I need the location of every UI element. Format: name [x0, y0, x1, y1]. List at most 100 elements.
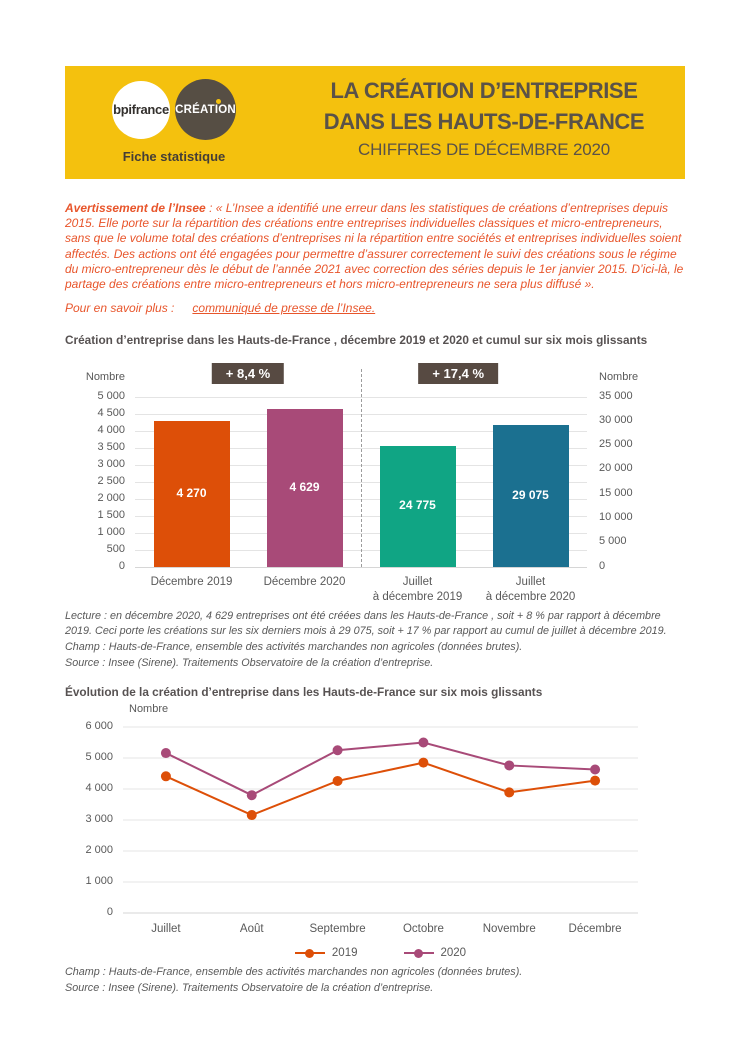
source-note: Source : Insee (Sirene). Traitements Obs…: [65, 982, 434, 995]
document-title-block: LA CRÉATION D’ENTREPRISE DANS LES HAUTS-…: [283, 66, 685, 179]
line-chart-ytick: 2 000: [85, 844, 113, 857]
bar-chart-left-tick: 2 000: [97, 491, 125, 504]
bar-chart-notes: Lecture : en décembre 2020, 4 629 entrep…: [65, 609, 685, 671]
line-chart-ytick: 0: [106, 906, 113, 919]
data-point-2020: [590, 764, 601, 775]
bar-chart-right-tick: 10 000: [599, 511, 633, 524]
line-chart-canvas: [123, 726, 638, 914]
legend-label: 2020: [440, 947, 467, 960]
line-chart-ytick: 4 000: [85, 782, 113, 795]
line-chart-xtick: Septembre: [309, 923, 366, 936]
legend-marker: [403, 948, 434, 958]
insee-notice-paragraph: Avertissement de l’Insee : « L’Insee a i…: [65, 201, 685, 292]
line-chart-xtick: Novembre: [482, 923, 536, 936]
bar-chart-title: Création d’entreprise dans les Hauts-de-…: [65, 332, 648, 347]
bar-category-label: Juillet à décembre 2019: [372, 575, 463, 604]
bar-chart-left-tick: 4 000: [97, 423, 125, 436]
bar-chart-left-tick: 5 000: [97, 389, 125, 402]
line-chart-ytick: 6 000: [85, 720, 113, 733]
creation-logo: CRÉATION: [175, 79, 236, 140]
bpifrance-logo-text: bpifrance: [113, 102, 169, 117]
document-subtitle: CHIFFRES DE DÉCEMBRE 2020: [358, 140, 610, 160]
champ-note: Champ : Hauts-de-France, ensemble des ac…: [65, 966, 523, 979]
bar-chart-left-tick: 3 500: [97, 440, 125, 453]
line-chart: 0 1 000 2 000 3 000 4 000 5 000 6 000 Nombre Jui…: [65, 703, 685, 963]
insee-press-release-link[interactable]: communiqué de presse de l’Insee.: [192, 301, 376, 316]
data-point-2019: [418, 757, 429, 768]
creation-logo-text: CRÉATION: [175, 103, 236, 116]
bar-chart-gridline: [135, 566, 587, 568]
more-info-label: Pour en savoir plus :: [65, 301, 175, 316]
legend-item-2019: 2019: [294, 947, 358, 960]
bar-chart-left-tick: 4 500: [97, 406, 125, 419]
bar-chart-right-tick: 25 000: [599, 438, 633, 451]
bar-chart-left-tick: 1 000: [97, 525, 125, 538]
line-chart-ytick: 3 000: [85, 813, 113, 826]
bar-category-label: Décembre 2020: [263, 575, 346, 588]
bar-chart-left-tick: 3 000: [97, 457, 125, 470]
legend-item-2020: 2020: [403, 947, 467, 960]
bar-2: [266, 409, 343, 567]
data-point-2019: [246, 810, 257, 821]
brand-block: bpifrance CRÉATION Fiche statistique: [65, 66, 283, 179]
line-chart-y-axis-label: Nombre: [129, 703, 169, 716]
bar-value-label: 4 629: [289, 479, 320, 494]
data-point-2020: [504, 760, 515, 771]
series-line-2019: [165, 761, 596, 817]
bar-chart-right-tick: 15 000: [599, 486, 633, 499]
document-page: bpifrance CRÉATION Fiche statistique LA …: [0, 66, 750, 1061]
bar-chart-right-tick: 35 000: [599, 389, 633, 402]
data-point-2020: [332, 745, 343, 756]
legend-label: 2019: [331, 947, 358, 960]
line-chart-xtick: Juillet: [151, 923, 181, 936]
insee-notice-separator: :: [205, 201, 216, 215]
bar-value-label: 29 075: [512, 488, 549, 503]
more-info-line: Pour en savoir plus : communiqué de press…: [65, 301, 685, 316]
data-point-2020: [418, 737, 429, 748]
bar-chart-right-tick: 5 000: [599, 535, 627, 548]
logo-row: bpifrance CRÉATION: [112, 79, 236, 140]
line-chart-legend: 2019 2020: [123, 947, 638, 959]
document-title-line2: DANS LES HAUTS-DE-FRANCE: [323, 109, 645, 135]
insee-notice-label: Avertissement de l’Insee: [65, 201, 206, 215]
bar-chart-right-axis-label: Nombre: [599, 370, 639, 383]
bar-chart-change-badge: + 8,4 %: [211, 362, 285, 384]
data-point-2020: [246, 790, 257, 801]
line-chart-ytick: 1 000: [85, 875, 113, 888]
data-point-2019: [160, 771, 171, 782]
data-point-2019: [332, 776, 343, 787]
bar-chart-left-tick: 2 500: [97, 474, 125, 487]
data-point-2019: [504, 787, 515, 798]
line-chart-title: Évolution de la création d’entreprise da…: [65, 685, 543, 700]
lecture-note: Lecture : en décembre 2020, 4 629 entrep…: [65, 609, 667, 637]
legend-marker-dot: [413, 948, 423, 958]
bar-chart-left-axis-label: Nombre: [85, 370, 125, 383]
bar-chart-left-tick: 0: [118, 559, 125, 572]
data-point-2020: [160, 748, 171, 759]
bar-3: [379, 446, 456, 567]
line-chart-xtick: Décembre: [568, 923, 622, 936]
bar-chart-left-tick: 500: [106, 542, 125, 555]
bar-chart: 0 500 1 000 1 500 2 000 2 500 3 000 3 500 4 000 4…: [65, 353, 685, 607]
bar-chart-change-badge: + 17,4 %: [418, 362, 499, 384]
bar-category-label: Décembre 2019: [150, 575, 233, 588]
bar-chart-right-tick: 20 000: [599, 462, 633, 475]
bar-category-label: Juillet à décembre 2020: [485, 575, 576, 604]
bar-chart-group-divider: [361, 368, 362, 567]
bpifrance-logo: bpifrance: [112, 80, 170, 139]
legend-marker-dot: [304, 948, 314, 958]
document-title-line1: LA CRÉATION D’ENTREPRISE: [330, 78, 638, 103]
bar-chart-left-tick: 1 500: [97, 508, 125, 521]
header-band: bpifrance CRÉATION Fiche statistique LA …: [65, 66, 685, 179]
series-line-2020: [165, 741, 596, 797]
bar-1: [153, 421, 230, 567]
line-chart-notes: Champ : Hauts-de-France, ensemble des ac…: [65, 965, 685, 996]
bar-4: [492, 425, 569, 567]
insee-notice-body: « L’Insee a identifié une erreur dans le…: [65, 201, 684, 292]
line-chart-xtick: Août: [239, 923, 264, 936]
bar-value-label: 4 270: [176, 486, 207, 501]
line-chart-xtick: Octobre: [402, 923, 444, 936]
data-point-2019: [590, 775, 601, 786]
insee-notice: Avertissement de l’Insee : « L’Insee a i…: [65, 201, 685, 317]
champ-note: Champ : Hauts-de-France, ensemble des ac…: [65, 640, 523, 653]
